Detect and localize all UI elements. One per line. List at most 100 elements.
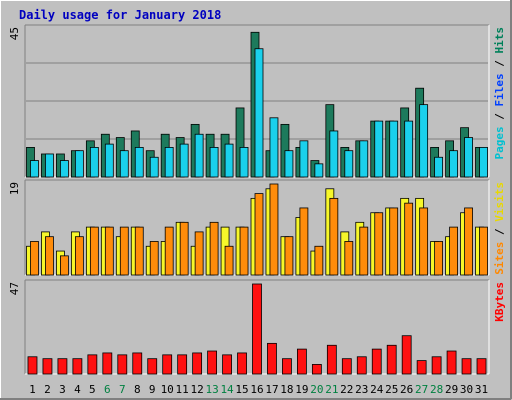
bar-visits-day-28 — [434, 241, 444, 276]
day-label-28: 28 — [430, 383, 443, 396]
bar-files-day-29 — [449, 150, 458, 178]
bar-files-day-20 — [314, 163, 324, 178]
side-label-visits: Visits — [493, 182, 506, 222]
bar-kbytes-day-21 — [326, 344, 337, 375]
day-label-20: 20 — [310, 383, 323, 396]
bar-kbytes-day-6 — [102, 352, 113, 375]
bar-files-day-3 — [60, 160, 69, 178]
bar-files-day-5 — [89, 146, 99, 178]
bar-files-day-4 — [74, 150, 84, 178]
day-label-25: 25 — [385, 383, 398, 396]
bar-kbytes-day-26 — [401, 335, 412, 375]
bar-visits-day-21 — [329, 197, 339, 276]
bar-files-day-15 — [239, 146, 249, 178]
bar-visits-day-30 — [464, 207, 473, 276]
day-label-23: 23 — [355, 383, 368, 396]
bar-files-day-18 — [284, 150, 294, 178]
bar-files-day-12 — [194, 133, 204, 178]
bar-visits-day-10 — [164, 226, 174, 276]
panel-visits-side-label: Sites / Visits — [493, 182, 506, 275]
day-label-26: 26 — [400, 383, 413, 396]
day-label-18: 18 — [280, 383, 293, 396]
bar-visits-day-20 — [314, 245, 324, 276]
bar-files-day-2 — [45, 153, 54, 178]
day-label-4: 4 — [74, 383, 81, 396]
panel-kbytes-side-label: KBytes — [493, 282, 506, 322]
bar-kbytes-day-9 — [147, 358, 158, 375]
bar-files-day-30 — [464, 137, 473, 178]
bar-visits-day-7 — [119, 226, 129, 276]
bar-kbytes-day-24 — [371, 348, 382, 375]
bar-kbytes-day-30 — [461, 358, 472, 375]
bar-visits-day-6 — [104, 226, 114, 276]
bar-files-day-21 — [329, 130, 339, 178]
bar-visits-day-19 — [299, 207, 309, 276]
bar-files-day-17 — [269, 117, 279, 178]
bar-kbytes-day-29 — [446, 350, 457, 375]
side-label-sites: Sites — [493, 242, 506, 275]
bar-visits-day-12 — [194, 231, 204, 276]
day-label-30: 30 — [460, 383, 473, 396]
bar-visits-day-23 — [359, 226, 369, 276]
bar-kbytes-day-16 — [252, 283, 262, 375]
bar-visits-day-1 — [30, 241, 39, 276]
bar-files-day-25 — [389, 120, 399, 178]
panel-visits-scale-max-label: 19 — [8, 182, 21, 195]
bar-kbytes-day-15 — [237, 352, 247, 375]
bar-kbytes-day-4 — [72, 358, 83, 375]
bar-files-day-28 — [434, 156, 444, 178]
panel-hits-side-label: Pages / Files / Hits — [493, 27, 506, 160]
bar-visits-day-8 — [134, 226, 144, 276]
bar-visits-day-5 — [89, 226, 99, 276]
bar-kbytes-day-11 — [177, 354, 188, 375]
day-label-11: 11 — [176, 383, 189, 396]
day-label-12: 12 — [191, 383, 204, 396]
bar-kbytes-day-13 — [207, 350, 217, 375]
bar-files-day-22 — [344, 150, 354, 178]
side-label-kbytes: KBytes — [493, 282, 506, 322]
bar-kbytes-day-2 — [42, 358, 53, 375]
day-label-21: 21 — [325, 383, 338, 396]
bar-visits-day-27 — [419, 207, 429, 276]
bar-kbytes-day-1 — [27, 356, 38, 375]
day-label-14: 14 — [220, 383, 234, 396]
side-label-hits: Hits — [493, 27, 506, 54]
day-label-5: 5 — [89, 383, 96, 396]
side-label-pages: Pages — [493, 126, 506, 159]
bar-kbytes-day-25 — [386, 344, 397, 375]
bar-files-day-14 — [224, 143, 234, 178]
bar-visits-day-13 — [209, 221, 219, 276]
day-label-8: 8 — [134, 383, 141, 396]
bar-files-day-24 — [374, 120, 384, 178]
bar-kbytes-day-27 — [416, 360, 427, 375]
bar-visits-day-16 — [254, 193, 264, 276]
bar-files-day-6 — [104, 143, 114, 178]
panel-hits-scale-max-label: 45 — [8, 27, 21, 40]
day-label-9: 9 — [149, 383, 156, 396]
day-label-22: 22 — [340, 383, 353, 396]
day-label-1: 1 — [29, 383, 36, 396]
bar-files-day-9 — [149, 156, 159, 178]
day-label-16: 16 — [250, 383, 263, 396]
day-label-7: 7 — [119, 383, 126, 396]
bar-kbytes-day-18 — [282, 358, 292, 375]
bar-files-day-8 — [134, 146, 144, 178]
day-label-6: 6 — [104, 383, 111, 396]
side-label-separator: / — [493, 54, 506, 74]
bar-visits-day-26 — [404, 202, 414, 276]
bar-kbytes-day-28 — [431, 356, 442, 375]
side-label-separator: / — [493, 107, 506, 127]
bar-visits-day-18 — [284, 236, 294, 276]
bar-kbytes-day-31 — [476, 358, 487, 375]
bar-files-day-19 — [299, 140, 309, 178]
bar-visits-day-15 — [239, 226, 249, 276]
bar-files-day-7 — [119, 150, 129, 178]
side-label-files: Files — [493, 73, 506, 106]
bar-visits-day-29 — [449, 226, 458, 276]
bar-files-day-31 — [479, 146, 488, 178]
day-label-17: 17 — [265, 383, 278, 396]
bar-files-day-1 — [30, 160, 39, 178]
bar-files-day-13 — [209, 146, 219, 178]
